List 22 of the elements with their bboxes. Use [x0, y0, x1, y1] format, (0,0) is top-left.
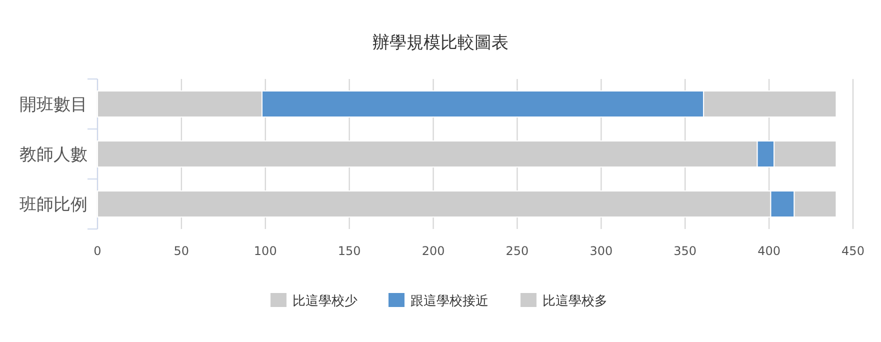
x-tick-label: 350 — [674, 244, 697, 258]
x-tick-label: 450 — [842, 244, 864, 258]
legend-label: 比這學校少 — [292, 294, 358, 309]
x-tick-label: 150 — [338, 244, 361, 258]
x-tick-label: 50 — [174, 244, 190, 258]
bar — [794, 190, 837, 218]
x-tick-label: 250 — [506, 244, 529, 258]
bar — [756, 140, 775, 168]
legend-label: 比這學校多 — [542, 294, 608, 309]
bar — [262, 90, 704, 118]
x-tick-label: 0 — [94, 244, 102, 258]
y-tick-label: 開班數目 — [20, 95, 88, 115]
x-tick-label: 300 — [590, 244, 613, 258]
bar — [774, 140, 837, 168]
x-tick-label: 100 — [254, 244, 277, 258]
x-tick-label: 400 — [758, 244, 781, 258]
y-tick-label: 教師人數 — [20, 145, 88, 165]
chart-title: 辦學規模比較圖表 — [372, 33, 508, 53]
x-tick-label: 200 — [422, 244, 445, 258]
legend-label: 跟這學校接近 — [410, 294, 488, 309]
bar — [770, 190, 795, 218]
y-tick-label: 班師比例 — [20, 195, 88, 215]
